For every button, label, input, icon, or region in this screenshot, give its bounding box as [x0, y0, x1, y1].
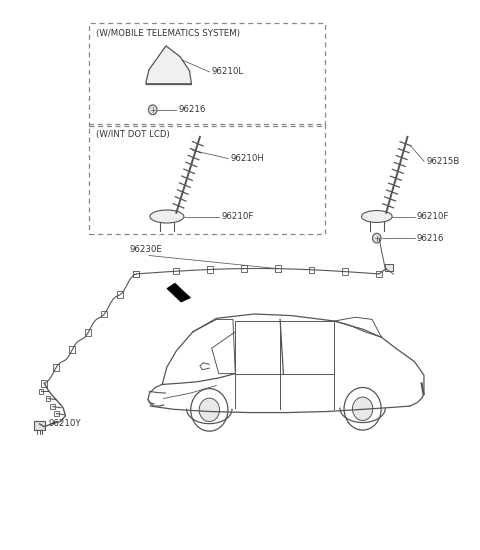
Circle shape — [372, 233, 381, 243]
Polygon shape — [167, 283, 191, 302]
Bar — [38, 389, 43, 394]
Bar — [376, 271, 382, 277]
Text: 96210Y: 96210Y — [49, 420, 82, 428]
Bar — [54, 411, 59, 416]
Polygon shape — [145, 46, 192, 84]
Bar — [50, 404, 55, 409]
Circle shape — [344, 387, 381, 430]
Bar — [133, 271, 139, 277]
Text: 96210L: 96210L — [212, 67, 244, 76]
Bar — [89, 124, 325, 234]
Bar — [173, 268, 179, 274]
Text: 96216: 96216 — [179, 105, 206, 114]
Text: 96210F: 96210F — [417, 212, 449, 221]
Text: 96215B: 96215B — [426, 157, 460, 166]
Bar — [207, 266, 213, 273]
Bar — [89, 23, 325, 126]
Circle shape — [199, 398, 219, 421]
Bar — [85, 329, 91, 336]
Circle shape — [191, 388, 228, 431]
Bar — [385, 264, 393, 271]
Bar — [70, 346, 75, 353]
Text: (W/MOBILE TELEMATICS SYSTEM): (W/MOBILE TELEMATICS SYSTEM) — [96, 29, 240, 37]
Bar — [118, 292, 123, 298]
Text: 96210H: 96210H — [230, 154, 264, 163]
Bar — [275, 266, 280, 272]
Bar — [133, 271, 139, 277]
Text: (W/INT DOT LCD): (W/INT DOT LCD) — [96, 130, 170, 139]
Ellipse shape — [361, 211, 392, 222]
Bar — [34, 421, 45, 430]
Text: 96210F: 96210F — [221, 212, 253, 221]
Bar — [343, 268, 348, 275]
Bar — [53, 364, 59, 371]
Circle shape — [148, 105, 157, 114]
Text: 96230E: 96230E — [129, 245, 162, 255]
Bar — [41, 380, 47, 387]
Bar — [46, 396, 50, 401]
Bar — [309, 267, 314, 273]
Ellipse shape — [150, 210, 184, 223]
Bar — [101, 311, 107, 317]
Bar — [241, 265, 247, 272]
Circle shape — [352, 397, 373, 421]
Text: 96216: 96216 — [417, 234, 444, 243]
